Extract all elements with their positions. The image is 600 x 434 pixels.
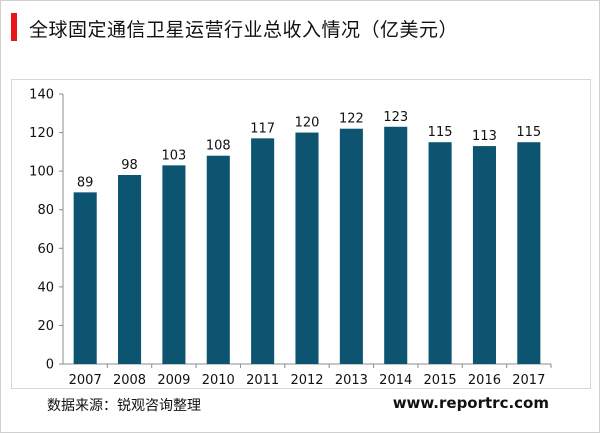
bar-value-label: 117 [250,121,275,136]
x-tick-label: 2007 [69,373,102,388]
x-tick-label: 2016 [468,373,501,388]
x-tick-label: 2012 [290,373,323,388]
x-tick-label: 2008 [113,373,146,388]
x-tick-label: 2017 [512,373,545,388]
bar-value-label: 115 [516,125,541,140]
x-tick-label: 2009 [157,373,190,388]
y-tick-label: 0 [46,358,54,373]
bar-value-label: 122 [339,112,364,127]
bar [472,146,496,364]
bar [295,132,319,364]
y-tick-label: 20 [37,319,54,334]
bar [339,128,363,364]
y-tick-label: 140 [29,88,54,103]
bar [251,138,275,364]
y-tick-label: 100 [29,165,54,180]
bar-value-label: 89 [77,175,94,190]
chart-title: 全球固定通信卫星运营行业总收入情况（亿美元） [29,19,459,41]
bar-value-label: 108 [206,139,231,154]
y-tick-label: 40 [37,280,54,295]
bar [206,155,230,364]
bar-value-label: 123 [383,110,408,125]
bar [162,165,186,364]
bar [517,142,541,364]
bar-value-label: 113 [472,129,497,144]
x-tick-label: 2015 [424,373,457,388]
y-tick-label: 120 [29,126,54,141]
title-accent-bar [11,13,17,41]
bar [384,126,408,365]
x-tick-label: 2011 [246,373,279,388]
x-tick-label: 2010 [202,373,235,388]
y-tick-label: 60 [37,242,54,257]
x-tick-label: 2014 [379,373,412,388]
x-tick-label: 2013 [335,373,368,388]
bar-value-label: 103 [161,148,186,163]
source-note: 数据来源：锐观咨询整理 [47,398,201,414]
website-label: www.reportrc.com [392,394,549,412]
bar [118,175,142,364]
bar-value-label: 115 [428,125,453,140]
bar-value-label: 120 [295,116,320,131]
bar [428,142,452,364]
y-tick-label: 80 [37,203,54,218]
bar [73,192,97,364]
bar-value-label: 98 [121,158,138,173]
